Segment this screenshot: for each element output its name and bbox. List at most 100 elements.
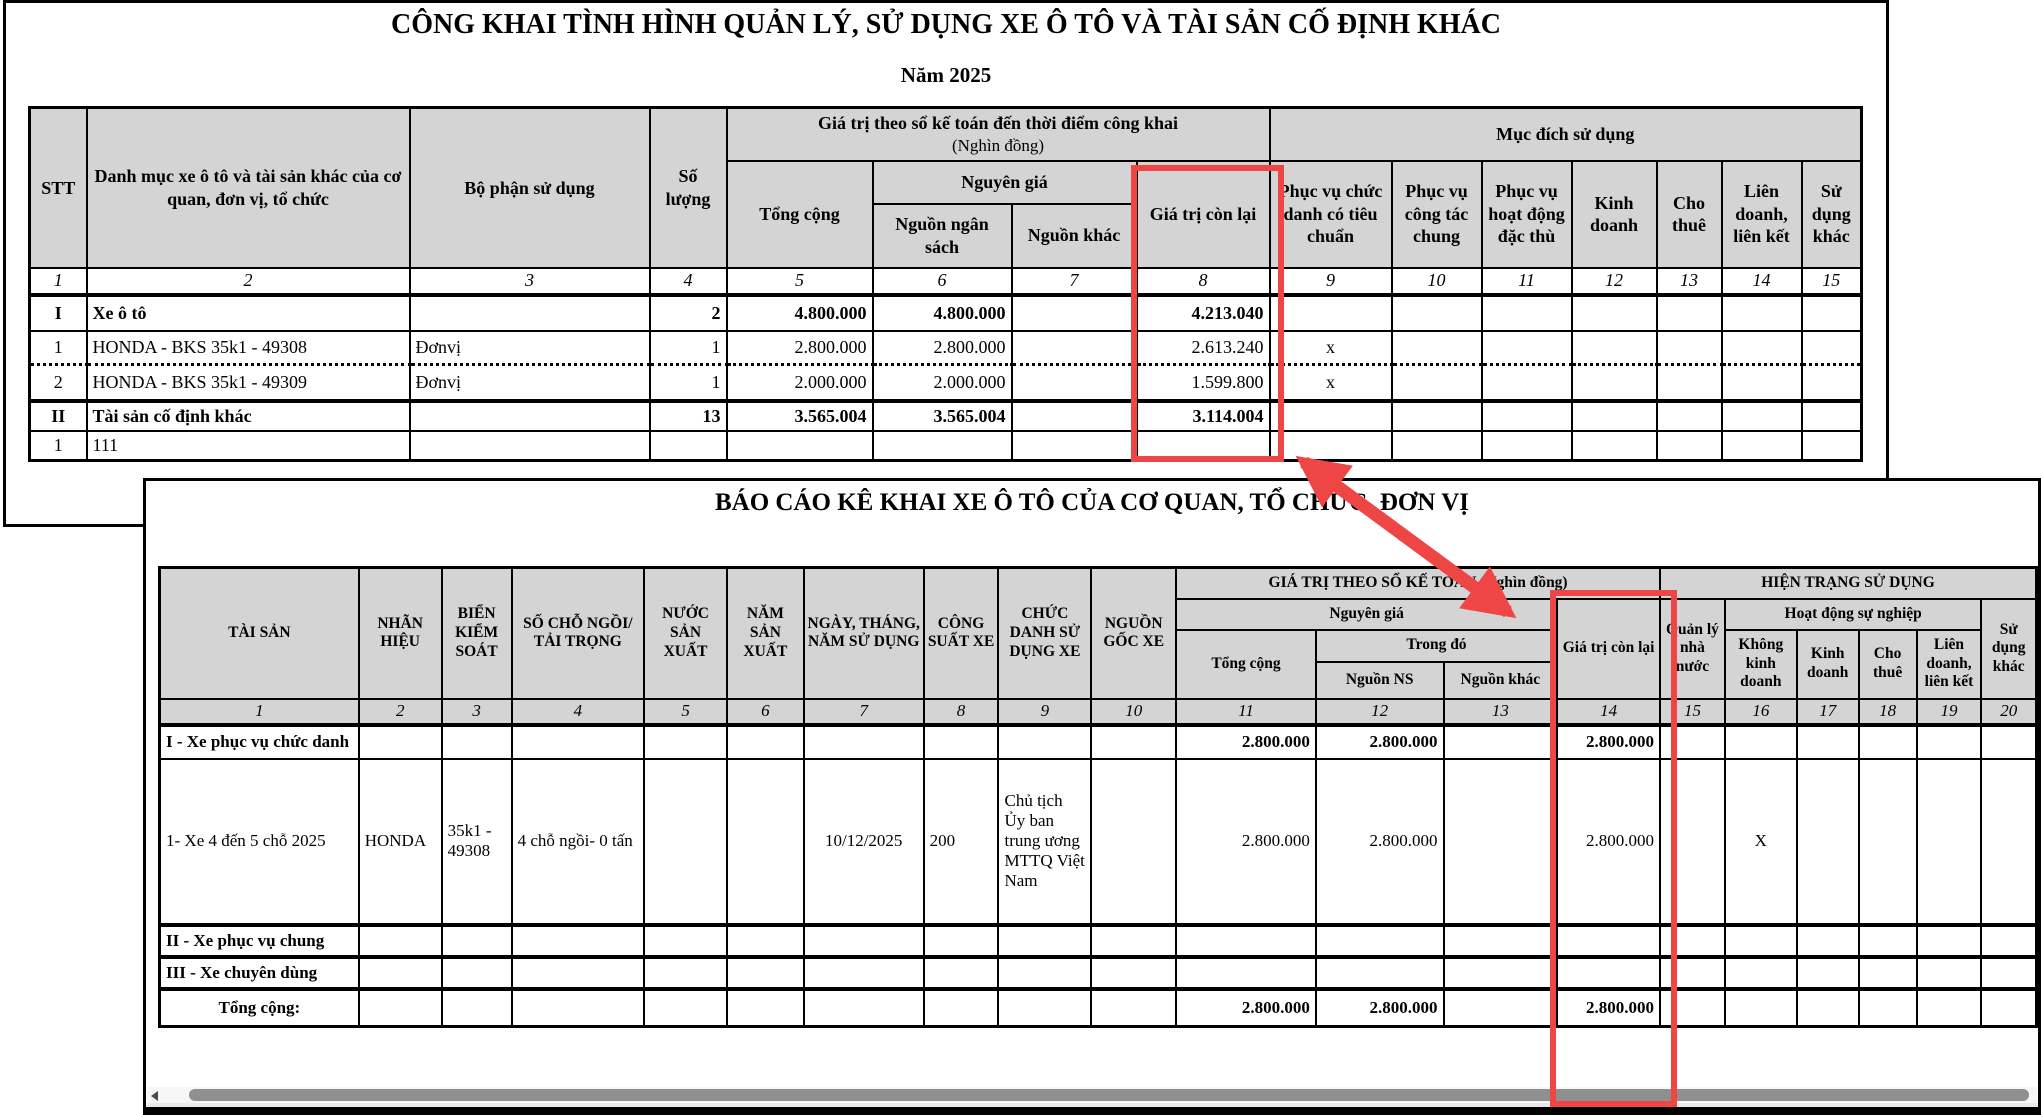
page-bao-cao: BÁO CÁO KÊ KHAI XE Ô TÔ CỦA CƠ QUAN, TỔ … <box>143 478 2041 1115</box>
cell: 200 <box>922 757 1000 927</box>
cell <box>725 955 805 991</box>
cell <box>1314 955 1445 991</box>
scrollbar-left-arrow-icon[interactable] <box>151 1091 158 1101</box>
cell: 2.800.000 <box>1314 723 1445 760</box>
col-header-phuc-vu-cong-tac: Phục vụ công tác chung <box>1390 159 1483 269</box>
col-header-khong-kinh-doanh: Không kinh doanh <box>1723 628 1798 700</box>
cell <box>1659 757 1726 927</box>
cell <box>1655 429 1723 462</box>
page-subtitle: Năm 2025 <box>900 63 992 87</box>
cell: x <box>1268 363 1393 403</box>
cell: 2.800.000 <box>1314 987 1445 1028</box>
cell <box>1090 955 1178 991</box>
cell <box>510 987 646 1028</box>
cell <box>1390 399 1483 432</box>
col-header-phuc-vu-chuc-danh: Phục vụ chức danh có tiêu chuẩn <box>1268 159 1393 269</box>
page-title: CÔNG KHAI TÌNH HÌNH QUẢN LÝ, SỬ DỤNG XE … <box>390 9 1502 40</box>
comparison-arrow <box>1295 455 1517 619</box>
col-header-danh-muc: Danh mục xe ô tô và tài sản khác của cơ … <box>85 106 411 269</box>
cell <box>643 923 728 959</box>
cell <box>1795 723 1860 760</box>
col-header-kinh-doanh: Kinh doanh <box>1570 159 1658 269</box>
cell <box>1442 757 1559 927</box>
col-header-su-dung-khac: Sử dụng khác <box>1800 159 1863 269</box>
table-row: 2 HONDA - BKS 35k1 - 49309 Đơnvị 1 2.000.000… <box>28 363 1863 403</box>
col-group-gia-tri: Giá trị theo sổ kế toán đến thời điểm cô… <box>725 106 1271 162</box>
table-row: 1 HONDA - BKS 35k1 - 49308 Đơnvị 1 2.800.000… <box>28 329 1863 366</box>
cell <box>1480 329 1573 366</box>
cell: 19 <box>1915 697 1983 727</box>
cell: 35k1 - 49308 <box>440 757 513 927</box>
cell <box>1090 987 1178 1028</box>
cell <box>510 923 646 959</box>
highlight-box-table1-remaining-value-column <box>1131 165 1284 462</box>
cell <box>725 923 805 959</box>
cell <box>802 923 925 959</box>
cell: 8 <box>1135 266 1271 297</box>
cell <box>997 955 1093 991</box>
col-header-stt: STT <box>28 106 88 269</box>
cell <box>1800 399 1863 432</box>
cell <box>1442 723 1559 760</box>
cell: Xe ô tô <box>85 293 411 332</box>
cell <box>922 723 1000 760</box>
cell: x <box>1268 329 1393 366</box>
cell <box>1442 923 1559 959</box>
cell: Chủ tịch Ủy ban trung ương MTTQ Việt Nam <box>997 757 1093 927</box>
cell: 2.800.000 <box>1175 723 1317 760</box>
cell: 2 <box>85 266 411 297</box>
cell: 9 <box>997 697 1093 727</box>
cell <box>1268 293 1393 332</box>
cell: 6 <box>725 697 805 727</box>
cell <box>1980 955 2038 991</box>
cell <box>1857 923 1918 959</box>
cell: 2.800.000 <box>725 329 874 366</box>
cell: 2 <box>648 293 728 332</box>
cell <box>648 429 728 462</box>
cell <box>1175 923 1317 959</box>
cell: 12 <box>1570 266 1658 297</box>
scrollbar-thumb[interactable] <box>189 1089 2029 1101</box>
cell <box>997 987 1093 1028</box>
cell <box>1800 429 1863 462</box>
cell <box>1659 955 1726 991</box>
cell <box>1915 955 1983 991</box>
col-group-hien-trang: HIỆN TRẠNG SỬ DỤNG <box>1659 566 2038 600</box>
cell <box>440 923 513 959</box>
table-row: I - Xe phục vụ chức danh 2.800.000 2.800.0… <box>158 723 2038 760</box>
cell: II <box>28 399 88 432</box>
cell <box>1800 363 1863 403</box>
cell <box>510 955 646 991</box>
cell: 2.800.000 <box>1556 723 1662 760</box>
cell <box>643 757 728 927</box>
cell <box>1795 923 1860 959</box>
cell: 4.213.040 <box>1135 293 1271 332</box>
cell <box>643 987 728 1028</box>
table-row: II - Xe phục vụ chung <box>158 923 2038 959</box>
cell <box>1857 723 1918 760</box>
cell: 2.800.000 <box>1175 987 1317 1028</box>
cell: 2.000.000 <box>725 363 874 403</box>
horizontal-scrollbar[interactable] <box>147 1087 2037 1103</box>
cell: 7 <box>802 697 925 727</box>
cell: 5 <box>643 697 728 727</box>
cell <box>1090 723 1178 760</box>
col-header-phuc-vu-hoat-dong: Phục vụ hoạt động đặc thù <box>1480 159 1573 269</box>
col-header-nguon-ngan-sach: Nguồn ngân sách <box>871 202 1013 269</box>
cell: 14 <box>1720 266 1803 297</box>
col-header-lien-doanh: Liên doanh, liên kết <box>1915 628 1983 700</box>
cell <box>1723 923 1798 959</box>
col-header-gia-tri-con-lai: Giá trị còn lại <box>1135 159 1271 269</box>
table-row: Tổng cộng: 2.800.000 2.800.000 2.800.000 <box>158 987 2038 1028</box>
col-header-nhan-hieu: NHÃN HIỆU <box>357 566 443 700</box>
cell: 1- Xe 4 đến 5 chỗ 2025 <box>158 757 360 927</box>
cell: 1 <box>158 697 360 727</box>
cell: HONDA <box>357 757 443 927</box>
col-header-bo-phan: Bộ phận sử dụng <box>408 106 651 269</box>
cell <box>1795 757 1860 927</box>
cell: II - Xe phục vụ chung <box>158 923 360 959</box>
cell <box>408 293 651 332</box>
table-row: II Tài sản cố định khác 13 3.565.004 3.565.0… <box>28 399 1863 432</box>
cell <box>1314 923 1445 959</box>
cell <box>1570 293 1658 332</box>
